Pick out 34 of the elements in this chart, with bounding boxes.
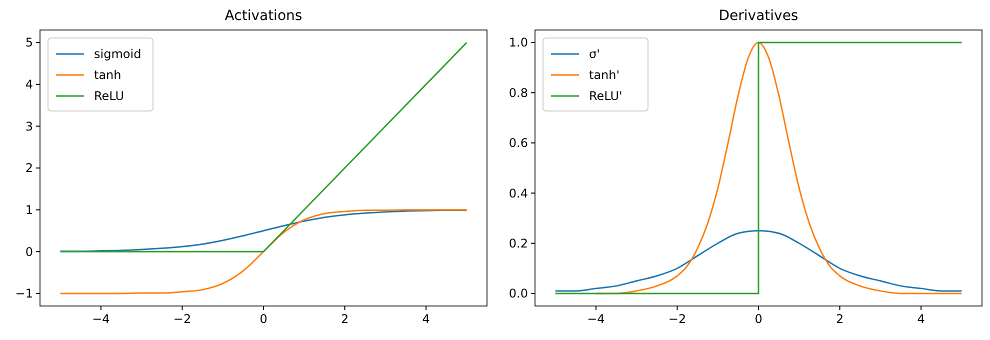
x-tick-label: 0: [260, 312, 268, 326]
line-series: [60, 209, 468, 294]
y-tick-label: 4: [25, 78, 33, 92]
y-tick-label: 2: [25, 161, 33, 176]
legend-label: σ': [589, 47, 600, 62]
y-tick-label: 3: [25, 119, 33, 134]
y-tick-label: 1: [25, 203, 33, 218]
x-tick-label: 0: [754, 312, 762, 326]
y-tick-label: 0.2: [508, 236, 528, 250]
y-tick-label: 0.0: [508, 286, 528, 301]
legend-label: tanh': [589, 68, 620, 82]
y-tick-label: 1.0: [508, 36, 528, 50]
x-tick-label: 4: [917, 312, 925, 326]
chart-title: Derivatives: [718, 8, 798, 24]
x-tick-label: −4: [587, 312, 605, 326]
y-tick-label: 0.6: [508, 136, 528, 150]
x-tick-label: −4: [92, 312, 110, 326]
legend-label: ReLU: [94, 89, 124, 104]
y-tick-label: 0: [25, 244, 33, 259]
chart-title: Activations: [224, 8, 302, 24]
legend-label: sigmoid: [94, 47, 142, 62]
x-tick-label: 4: [422, 312, 430, 326]
legend-label: ReLU': [589, 89, 622, 104]
x-tick-label: −2: [668, 312, 686, 326]
x-tick-label: −2: [173, 312, 192, 326]
line-series: [60, 209, 468, 252]
legend-label: tanh: [94, 68, 122, 82]
y-tick-label: 0.8: [508, 86, 528, 100]
line-series: [554, 230, 962, 292]
x-tick-label: 2: [340, 312, 349, 326]
y-tick-label: −1: [15, 286, 33, 301]
x-tick-label: 2: [836, 312, 844, 326]
y-tick-label: 5: [25, 36, 33, 50]
y-tick-label: 0.4: [508, 186, 528, 200]
